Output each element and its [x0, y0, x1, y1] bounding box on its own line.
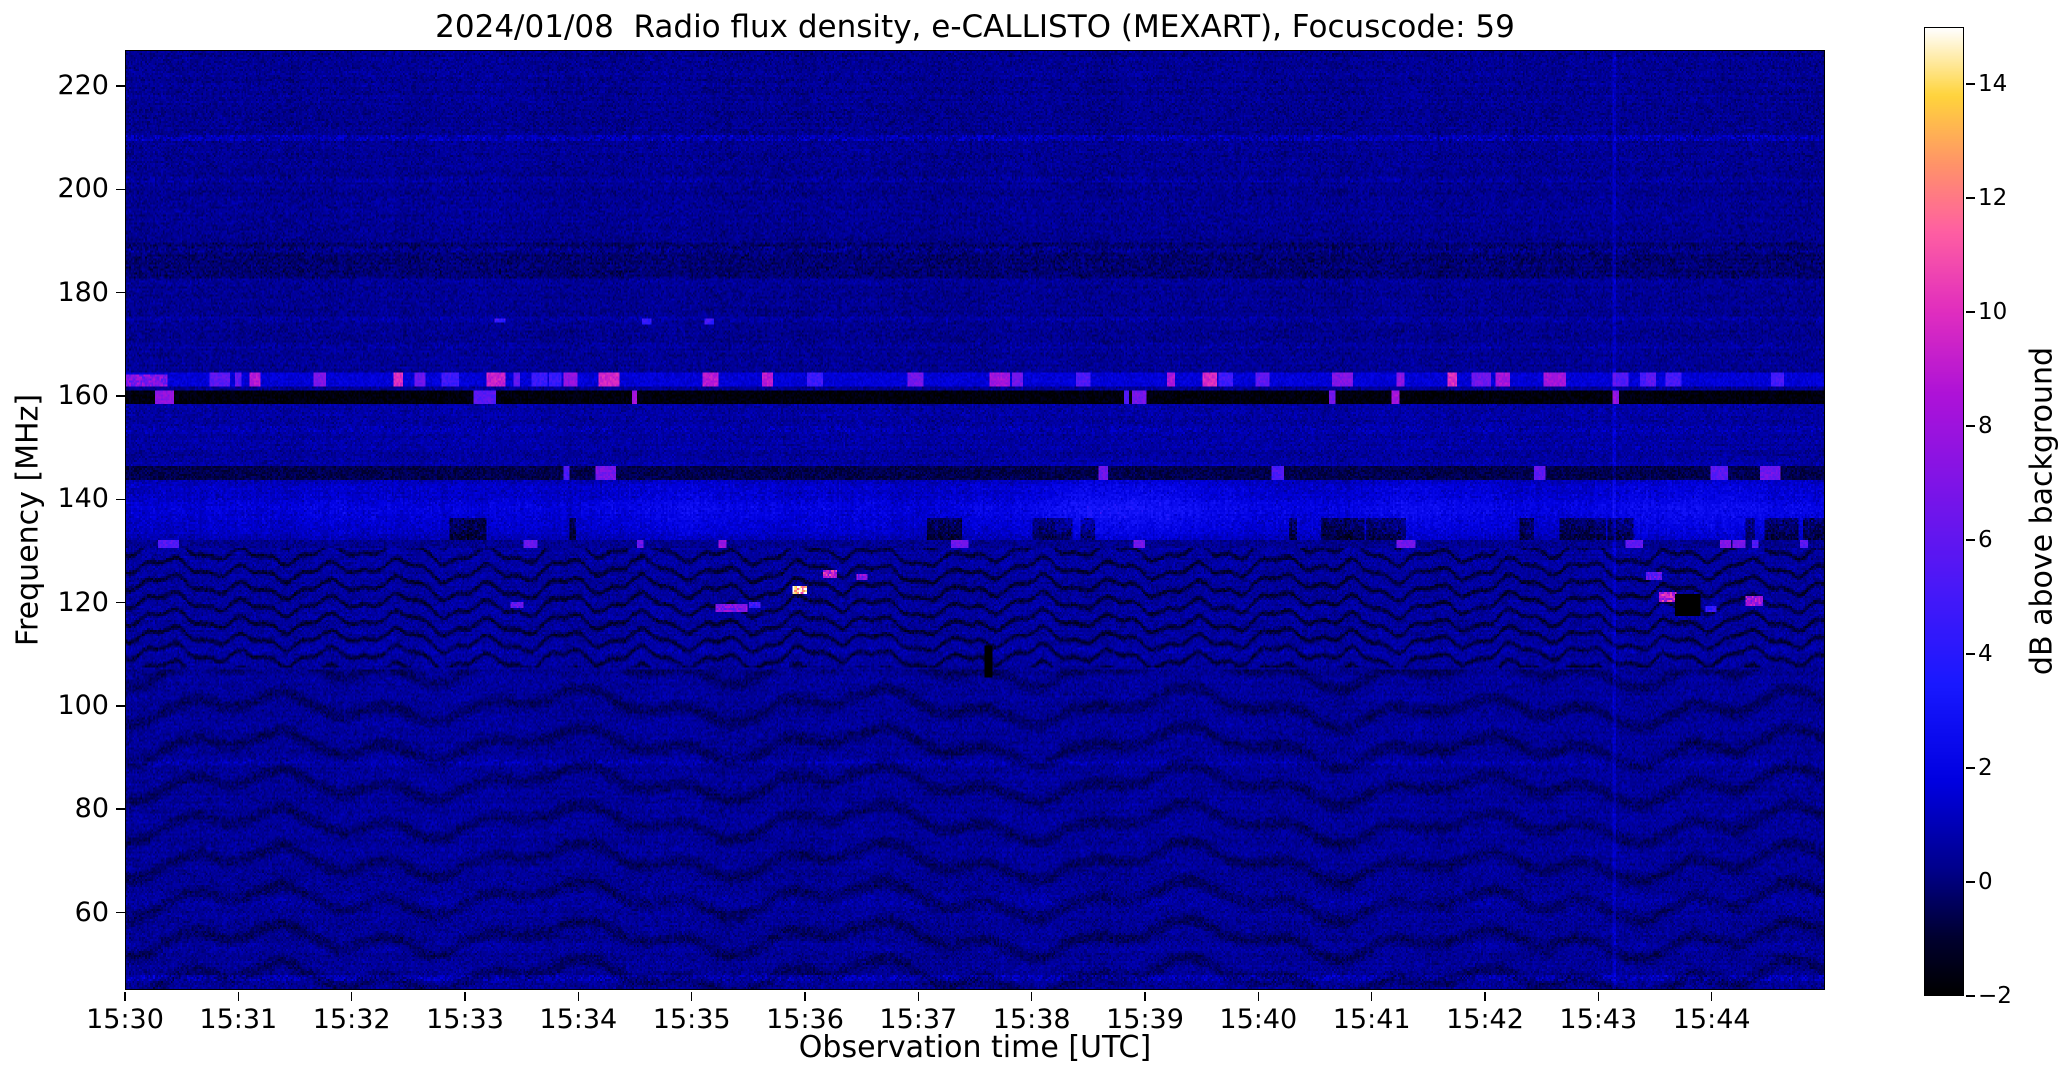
- colorbar-tick: [1965, 425, 1975, 427]
- x-tick-label: 15:41: [1332, 1004, 1411, 1035]
- x-tick-label: 15:40: [1219, 1004, 1298, 1035]
- colorbar: [1924, 27, 1964, 996]
- x-tick: [350, 991, 353, 1001]
- y-tick: [116, 498, 125, 501]
- x-tick: [1710, 991, 1713, 1001]
- colorbar-gradient: [1925, 28, 1963, 995]
- x-tick: [237, 991, 240, 1001]
- colorbar-tick-label: 4: [1978, 641, 1993, 667]
- x-tick-label: 15:37: [879, 1004, 958, 1035]
- spectrogram-plot-area: [125, 50, 1825, 990]
- colorbar-tick-label: 0: [1978, 869, 1993, 895]
- x-tick-label: 15:31: [199, 1004, 278, 1035]
- x-tick-label: 15:44: [1672, 1004, 1751, 1035]
- colorbar-tick: [1965, 995, 1975, 997]
- x-tick-label: 15:43: [1559, 1004, 1638, 1035]
- colorbar-tick-label: 14: [1978, 71, 2008, 97]
- x-tick: [124, 991, 126, 1001]
- x-tick: [1144, 991, 1146, 1001]
- colorbar-tick: [1965, 539, 1975, 541]
- y-tick-label: 100: [57, 689, 109, 721]
- x-tick: [464, 991, 466, 1001]
- colorbar-tick-label: 2: [1978, 755, 1993, 781]
- y-tick: [116, 85, 125, 87]
- y-tick: [116, 291, 125, 294]
- y-tick-label: 60: [74, 896, 109, 928]
- x-tick: [1030, 991, 1033, 1001]
- x-tick-label: 15:35: [652, 1004, 731, 1035]
- x-tick-label: 15:36: [766, 1004, 844, 1035]
- colorbar-tick: [1965, 881, 1975, 883]
- x-tick: [690, 991, 693, 1001]
- y-tick-label: 180: [57, 276, 109, 308]
- colorbar-tick-label: 6: [1978, 527, 1993, 553]
- x-tick-label: 15:30: [86, 1004, 164, 1035]
- x-tick: [1597, 991, 1600, 1001]
- x-tick-label: 15:33: [426, 1004, 504, 1035]
- x-tick: [1484, 991, 1486, 1001]
- x-tick-label: 15:42: [1446, 1004, 1524, 1035]
- colorbar-tick: [1965, 197, 1975, 199]
- x-tick-label: 15:38: [992, 1004, 1071, 1035]
- x-tick: [1257, 991, 1260, 1001]
- x-tick: [1370, 991, 1373, 1001]
- colorbar-tick-label: 10: [1978, 299, 2008, 325]
- y-tick-label: 160: [57, 379, 109, 411]
- chart-title: 2024/01/08 Radio flux density, e-CALLIST…: [435, 9, 1515, 45]
- colorbar-tick-label: −2: [1978, 983, 2012, 1009]
- colorbar-tick-label: 12: [1978, 185, 2008, 211]
- y-tick: [116, 705, 125, 707]
- x-tick: [917, 991, 920, 1001]
- y-tick: [116, 188, 125, 191]
- y-tick: [116, 601, 125, 604]
- x-tick: [804, 991, 806, 1001]
- colorbar-tick: [1965, 83, 1975, 85]
- colorbar-tick: [1965, 767, 1975, 769]
- x-tick: [577, 991, 580, 1001]
- y-tick-label: 80: [74, 793, 109, 825]
- y-tick: [116, 808, 125, 810]
- spectrogram-canvas: [126, 51, 1824, 989]
- colorbar-tick-label: 8: [1978, 413, 1993, 439]
- colorbar-tick: [1965, 653, 1975, 655]
- x-tick-label: 15:34: [539, 1004, 618, 1035]
- y-tick: [116, 395, 125, 397]
- x-tick-label: 15:32: [312, 1004, 391, 1035]
- y-tick-label: 220: [57, 70, 109, 102]
- colorbar-tick: [1965, 311, 1975, 313]
- y-tick-label: 200: [57, 173, 109, 205]
- colorbar-label: dB above background: [2024, 346, 2060, 676]
- y-tick: [116, 911, 125, 914]
- x-axis-label: Observation time [UTC]: [798, 1030, 1152, 1065]
- x-tick-label: 15:39: [1106, 1004, 1184, 1035]
- y-tick-label: 120: [57, 586, 109, 618]
- y-tick-label: 140: [57, 483, 109, 515]
